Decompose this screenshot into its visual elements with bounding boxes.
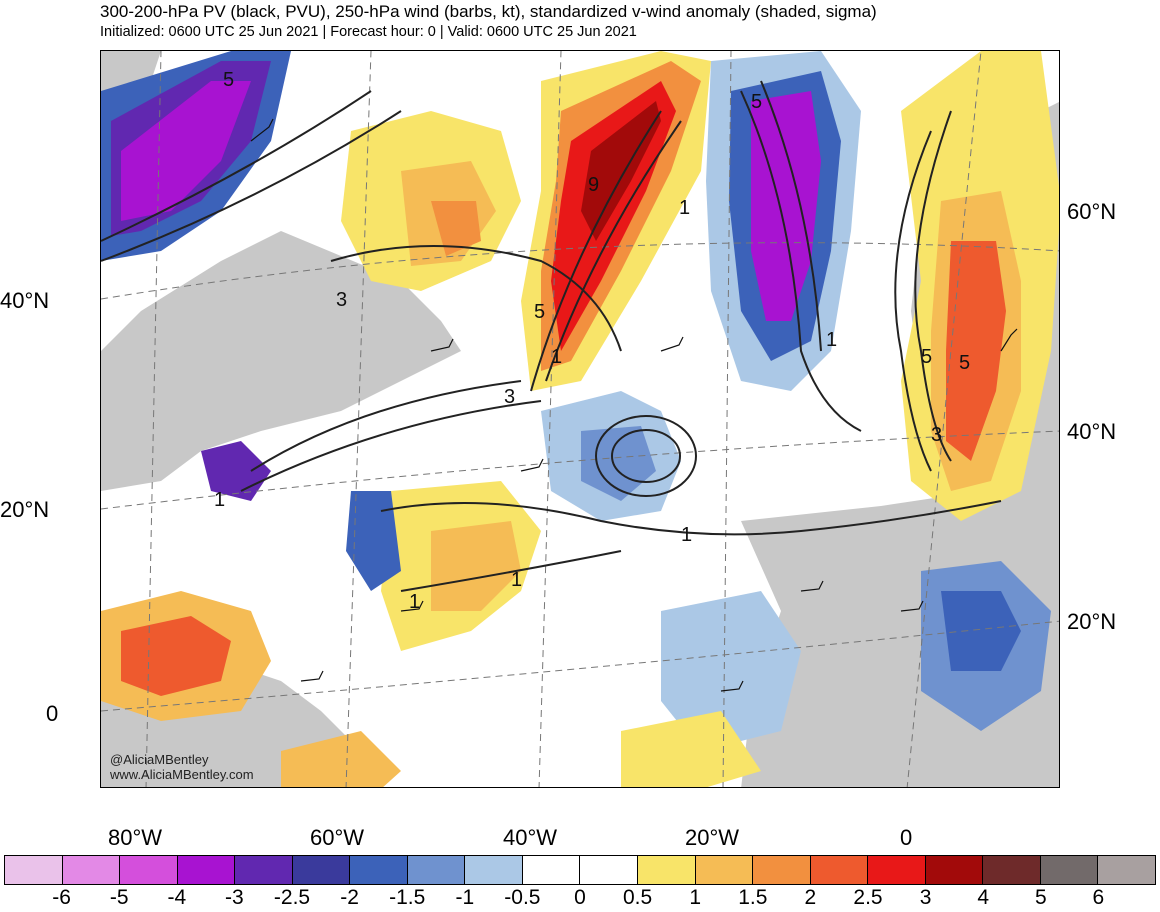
- lon-label: 40°W: [503, 825, 558, 850]
- colorbar-label: 0: [574, 886, 586, 909]
- colorbar-swatch: [465, 856, 523, 884]
- colorbar-label: 0.5: [622, 886, 653, 909]
- colorbar-swatch: [695, 856, 754, 884]
- map-canvas: 5 3 9 5 1 1 3 5 1 5 5 3 1 1 1 1: [101, 51, 1059, 787]
- contour-label: 5: [921, 346, 932, 368]
- colorbar-swatch: [292, 856, 351, 884]
- colorbar-swatch: [1040, 856, 1099, 884]
- contour-label: 5: [534, 301, 545, 323]
- colorbar-label: 6: [1092, 886, 1105, 909]
- contour-label: 9: [588, 174, 599, 196]
- lon-label: 20°W: [685, 825, 740, 850]
- pv-contours: [101, 80, 1002, 592]
- contour-label: 5: [959, 352, 970, 374]
- colorbar-label: -1: [455, 886, 475, 909]
- colorbar-swatch: [638, 856, 696, 884]
- contour-labels: 5 3 9 5 1 1 3 5 1 5 5 3 1 1 1 1: [214, 69, 970, 613]
- colorbar-swatch: [925, 856, 984, 884]
- contour-label: 1: [551, 346, 562, 368]
- contour-label: 1: [681, 524, 692, 546]
- colorbar-label: -1.5: [389, 886, 426, 909]
- colorbar-swatch: [810, 856, 869, 884]
- contour-label: 3: [504, 386, 515, 408]
- colorbar-label: 2: [804, 886, 817, 909]
- lat-label-right: 20°N: [1067, 609, 1117, 634]
- colorbar-label: -0.5: [504, 886, 541, 909]
- lon-label: 60°W: [310, 825, 365, 850]
- contour-label: 1: [214, 489, 225, 511]
- colorbar-swatch: [62, 856, 121, 884]
- colorbar-label: -4: [167, 886, 187, 909]
- colorbar-label: 3: [919, 886, 932, 909]
- colorbar-swatch: [5, 856, 63, 884]
- colorbar-swatch: [350, 856, 408, 884]
- colorbar-swatch: [235, 856, 293, 884]
- colorbar-swatch: [868, 856, 926, 884]
- contour-label: 5: [751, 91, 762, 113]
- colorbar-swatch: [753, 856, 811, 884]
- chart-title: 300-200-hPa PV (black, PVU), 250-hPa win…: [100, 2, 877, 21]
- lat-label-left: 40°N: [0, 288, 50, 313]
- colorbar-label: 1.5: [738, 886, 768, 909]
- chart-subtitle: Initialized: 0600 UTC 25 Jun 2021 | Fore…: [100, 24, 637, 40]
- lon-label: 80°W: [108, 825, 163, 850]
- contour-label: 1: [679, 197, 690, 219]
- colorbar-swatch: [120, 856, 178, 884]
- colorbar-swatch: [580, 856, 639, 884]
- colorbar-swatch: [1098, 856, 1155, 884]
- colorbar-label: -2.5: [273, 886, 311, 909]
- colorbar-swatch: [522, 856, 581, 884]
- colorbar-label: -6: [52, 886, 71, 909]
- colorbar-swatch: [983, 856, 1041, 884]
- graticule: [101, 51, 1059, 787]
- colorbar-label: -2: [340, 886, 359, 909]
- colorbar-label: 2.5: [853, 886, 883, 909]
- credit-handle: @AliciaMBentley: [110, 752, 209, 767]
- colorbar-label: -3: [225, 886, 244, 909]
- lat-label-right: 40°N: [1067, 419, 1117, 444]
- lat-label-left: 20°N: [0, 497, 50, 522]
- colorbar-swatch: [177, 856, 236, 884]
- colorbar-swatch: [407, 856, 466, 884]
- colorbar-label: -5: [109, 886, 129, 909]
- weather-map: 5 3 9 5 1 1 3 5 1 5 5 3 1 1 1 1: [100, 50, 1060, 788]
- colorbar-label: 1: [689, 886, 702, 909]
- lon-label: 0: [900, 825, 913, 850]
- lat-label-right: 60°N: [1067, 199, 1117, 224]
- colorbar: [4, 855, 1156, 885]
- contour-label: 1: [409, 591, 420, 613]
- colorbar-label: 5: [1034, 886, 1047, 909]
- lat-label-left: 0: [46, 701, 59, 726]
- contour-label: 5: [223, 69, 234, 91]
- credit-url: www.AliciaMBentley.com: [110, 767, 254, 782]
- wind-barbs: [250, 118, 1018, 692]
- contour-label: 3: [336, 289, 347, 311]
- contour-label: 1: [826, 329, 837, 351]
- contour-label: 1: [511, 569, 522, 591]
- colorbar-label: 4: [977, 886, 990, 909]
- contour-label: 3: [931, 424, 942, 446]
